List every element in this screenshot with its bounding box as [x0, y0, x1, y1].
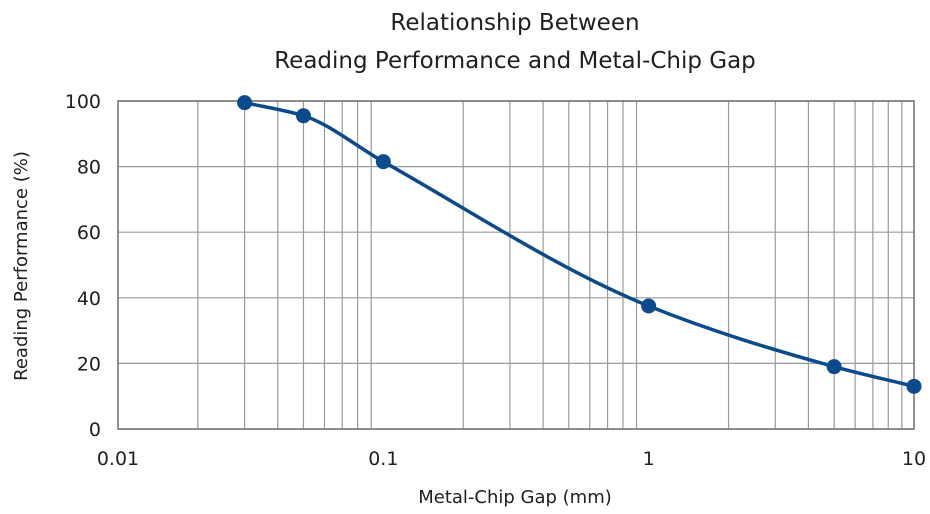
data-point	[906, 378, 922, 394]
x-tick-label: 1	[643, 448, 655, 470]
chart-title-line-2: Reading Performance and Metal-Chip Gap	[274, 48, 756, 74]
series-line	[242, 100, 916, 389]
y-axis-label: Reading Performance (%)	[11, 151, 32, 381]
chart-title-line-1: Relationship Between	[390, 10, 639, 36]
data-point	[826, 359, 842, 375]
data-point	[295, 108, 311, 124]
y-tick-label: 60	[77, 222, 101, 244]
x-axis-label: Metal-Chip Gap (mm)	[418, 487, 612, 508]
data-point	[237, 95, 253, 111]
y-tick-label: 40	[77, 288, 101, 310]
data-points	[237, 95, 922, 394]
y-tick-label: 100	[65, 91, 101, 113]
y-tick-label: 0	[89, 419, 101, 441]
y-tick-label: 80	[77, 157, 101, 179]
grid	[118, 100, 914, 430]
x-tick-label: 10	[902, 448, 926, 470]
data-point	[375, 154, 391, 170]
y-tick-label: 20	[77, 353, 101, 375]
x-tick-label: 0.01	[97, 448, 139, 470]
data-point	[641, 298, 657, 314]
x-tick-label: 0.1	[368, 448, 398, 470]
plot-frame	[117, 100, 915, 430]
